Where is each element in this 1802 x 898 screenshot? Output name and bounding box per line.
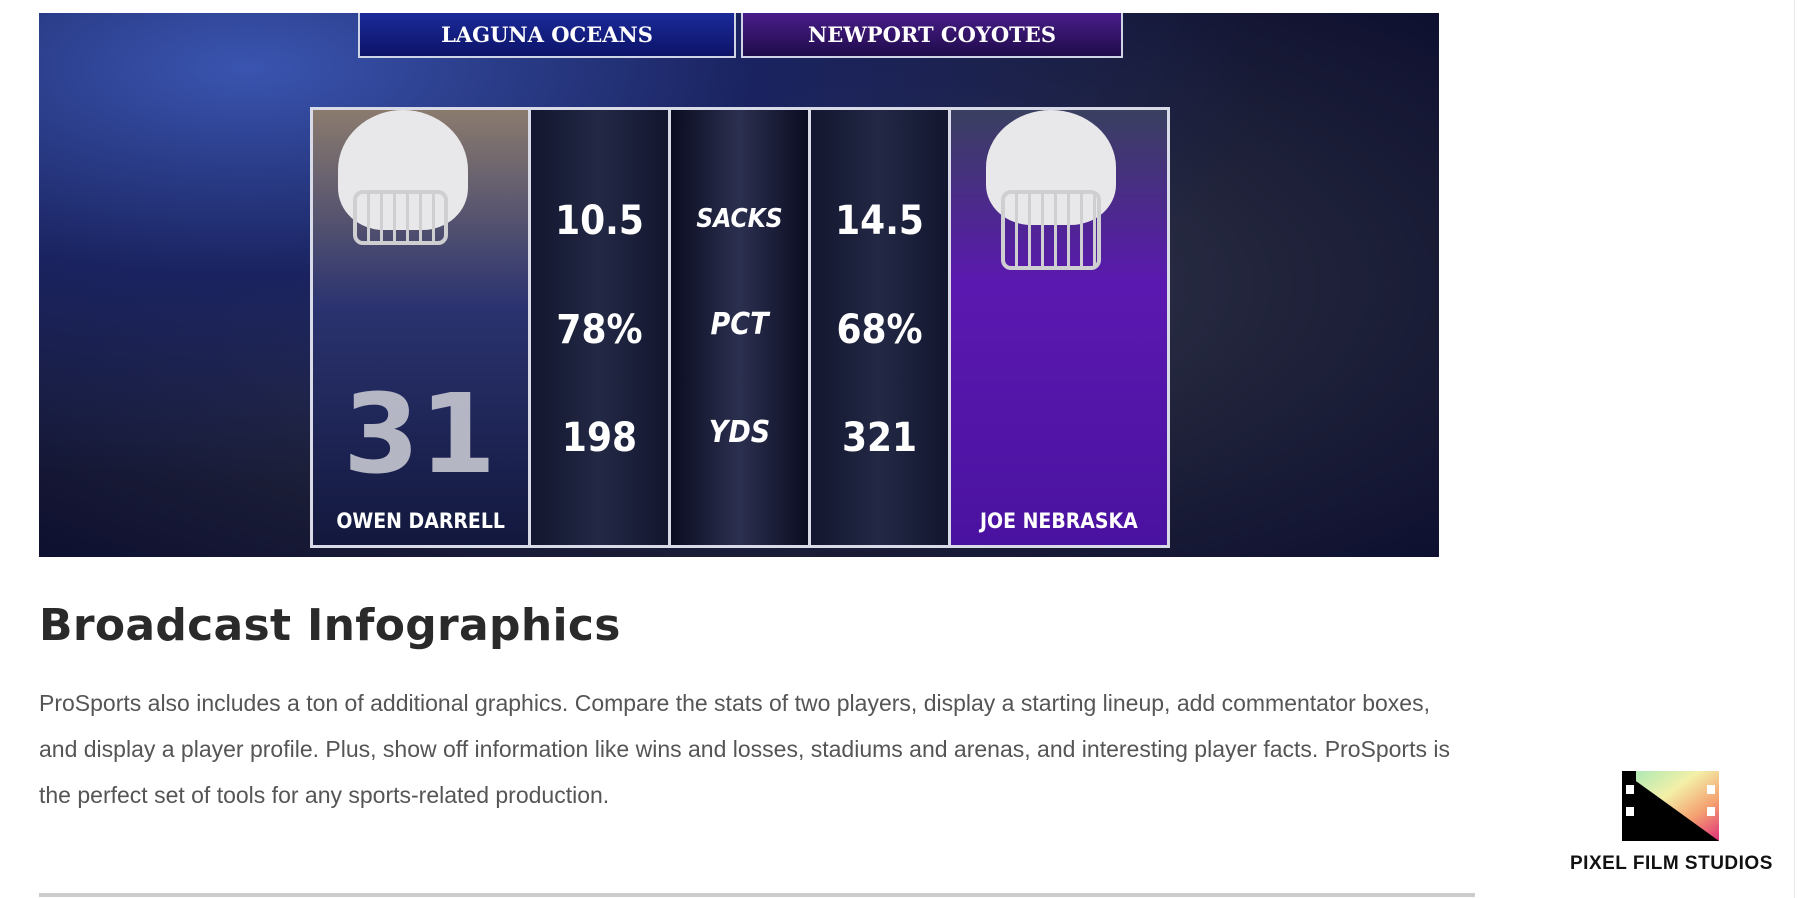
section-body: ProSports also includes a ton of additio… (39, 690, 1450, 808)
stats-label-column: SACKS PCT YDS (670, 110, 812, 545)
stat-label-pct: PCT (710, 307, 769, 342)
facemask-icon (1000, 190, 1101, 270)
stat-right-yds: 321 (841, 415, 918, 461)
divider (39, 893, 1475, 897)
player-right-photo: JOE NEBRASKA (950, 110, 1168, 545)
stat-label-sacks: SACKS (696, 204, 783, 234)
stat-right-pct: 68% (836, 307, 923, 353)
jersey-number: 31 (343, 370, 497, 498)
player-left-name: OWEN DARRELL (336, 509, 505, 533)
team-right-label: NEWPORT COYOTES (741, 13, 1123, 58)
stat-left-pct: 78% (556, 307, 643, 353)
stats-left-column: 10.5 78% 198 (531, 110, 671, 545)
logo-text: PIXEL FILM STUDIOS (1570, 853, 1773, 874)
stat-left-yds: 198 (561, 415, 638, 461)
hero-image: LAGUNA OCEANS NEWPORT COYOTES 31 OWEN DA… (39, 13, 1439, 557)
facemask-icon (353, 190, 448, 245)
team-left-label: LAGUNA OCEANS (358, 13, 736, 58)
player-left-photo: 31 OWEN DARRELL (313, 110, 532, 545)
stats-right-column: 14.5 68% 321 (811, 110, 951, 545)
scrollbar-track[interactable] (1794, 0, 1802, 898)
stat-label-yds: YDS (708, 415, 771, 450)
stat-comparison-panel: 31 OWEN DARRELL 10.5 78% 198 SACKS PCT Y… (310, 107, 1170, 548)
stat-left-sacks: 10.5 (555, 198, 644, 244)
film-strip-icon (1622, 771, 1719, 841)
section-title: Broadcast Infographics (39, 600, 621, 651)
player-right-name: JOE NEBRASKA (980, 509, 1138, 533)
stat-right-sacks: 14.5 (835, 198, 924, 244)
